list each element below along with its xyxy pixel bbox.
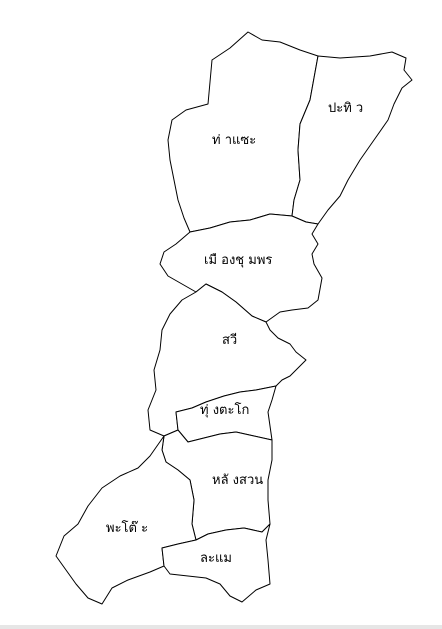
label-lang-suan: หลั งสวน bbox=[212, 473, 263, 488]
label-thung-tako: ทุ่ งตะโก bbox=[200, 402, 249, 418]
district-lamae[interactable] bbox=[161, 523, 271, 603]
district-mueang-chumphon[interactable] bbox=[159, 213, 323, 323]
label-lamae: ละแม bbox=[200, 551, 232, 566]
bottom-edge-bar bbox=[0, 625, 442, 629]
label-sawi: สวี bbox=[222, 332, 237, 348]
label-tha-sae: ท่ าแซะ bbox=[212, 133, 256, 148]
district-phato[interactable] bbox=[55, 435, 197, 605]
label-pathio: ปะทิ ว bbox=[328, 101, 363, 116]
label-phato: พะโต๊ ะ bbox=[106, 520, 148, 536]
district-pathio[interactable] bbox=[291, 51, 413, 225]
label-mueang-chumphon: เมื องชุ มพร bbox=[204, 252, 272, 268]
